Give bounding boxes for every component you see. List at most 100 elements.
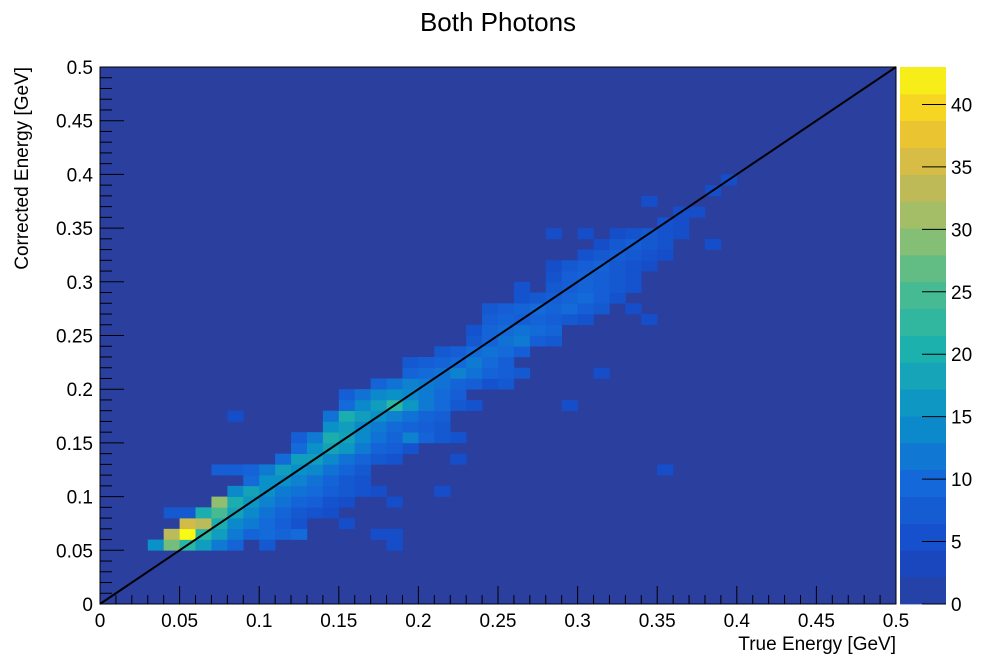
heatmap-cell <box>577 303 594 315</box>
colorbar-band <box>900 416 946 444</box>
heatmap-cell <box>354 442 371 454</box>
heatmap-cell <box>577 292 594 304</box>
y-axis-label: Corrected Energy [GeV] <box>12 67 33 270</box>
x-tick-label: 0.5 <box>883 611 909 632</box>
heatmap-cell <box>561 260 578 272</box>
heatmap-cell <box>561 399 578 411</box>
x-tick-label: 0.25 <box>480 611 517 632</box>
colorbar-band <box>900 228 946 256</box>
colorbar-band <box>900 281 946 310</box>
heatmap-cell <box>450 432 467 444</box>
heatmap-cell <box>482 378 499 390</box>
heatmap-cell <box>227 410 244 422</box>
heatmap-cell <box>434 346 451 358</box>
heatmap-cell <box>386 496 403 508</box>
heatmap-cell <box>513 335 531 347</box>
y-tick-label: 0.15 <box>56 434 93 455</box>
heatmap-cell <box>322 410 340 422</box>
y-axis: 0 0.05 0.1 0.15 0.2 0.25 0.3 0.35 0.4 0.45 0.5 <box>56 58 124 616</box>
heatmap-cell <box>386 421 403 433</box>
heatmap-cell <box>354 399 371 411</box>
colorbar-band <box>900 442 946 471</box>
heatmap-cell <box>498 367 515 379</box>
heatmap-cell <box>450 399 467 411</box>
heatmap-cell <box>163 539 180 551</box>
heatmap-cell <box>163 507 180 519</box>
heatmap-cell <box>243 518 260 530</box>
heatmap-cell <box>179 528 196 540</box>
heatmap-cell <box>625 228 642 240</box>
heatmap-cell <box>625 303 642 315</box>
heatmap-cell <box>641 238 658 250</box>
plot-area <box>99 66 897 605</box>
colorbar-tick-label: 0 <box>951 595 962 616</box>
heatmap-cell <box>657 464 674 476</box>
heatmap-cell <box>609 271 626 283</box>
heatmap-cell <box>513 292 531 304</box>
heatmap-cell <box>498 303 515 315</box>
heatmap-cell <box>450 453 467 465</box>
y-tick-label: 0.4 <box>67 165 94 186</box>
heatmap-cell <box>402 367 419 379</box>
heatmap-cell <box>609 238 626 250</box>
heatmap-cell <box>370 399 387 411</box>
heatmap-cell <box>593 271 610 283</box>
heatmap-cell <box>434 410 451 422</box>
y-tick-label: 0.5 <box>67 58 93 79</box>
heatmap-cell <box>434 389 451 401</box>
heatmap-cell <box>466 367 483 379</box>
heatmap-cell <box>179 518 196 530</box>
heatmap-cell <box>434 356 451 369</box>
y-tick-label: 0.1 <box>67 488 93 509</box>
heatmap-cell <box>561 271 578 283</box>
heatmap-cell <box>577 314 594 326</box>
colorbar-band <box>900 362 946 390</box>
colorbar-band <box>900 335 946 363</box>
colorbar-band <box>900 254 946 283</box>
heatmap-cell <box>291 475 308 487</box>
heatmap-cell <box>306 475 324 487</box>
heatmap-cell <box>513 281 531 293</box>
heatmap-cell <box>689 206 706 218</box>
heatmap-cell <box>291 518 308 530</box>
heatmap-cell <box>498 356 515 369</box>
heatmap-cell <box>354 453 371 465</box>
heatmap-cell <box>227 528 244 540</box>
heatmap-cell <box>370 432 387 444</box>
heatmap-cell <box>482 303 499 315</box>
heatmap-cell <box>322 507 340 519</box>
heatmap-cell <box>291 453 308 465</box>
colorbar-band <box>900 469 946 497</box>
heatmap-cell <box>450 389 467 401</box>
heatmap-cell <box>593 238 610 250</box>
x-tick-label: 0.05 <box>161 611 198 632</box>
heatmap-cell <box>545 281 562 293</box>
heatmap-cell <box>529 314 547 326</box>
heatmap-cell <box>179 507 196 519</box>
heatmap-cell <box>641 249 658 261</box>
heatmap-cell <box>434 485 451 497</box>
heatmap-cell <box>306 432 324 444</box>
heatmap-cell <box>418 356 435 369</box>
heatmap-cell <box>322 485 340 497</box>
heatmap-cell <box>354 464 371 476</box>
diagonal-line <box>99 66 897 605</box>
heatmap-cell <box>545 228 562 240</box>
heatmap-cell <box>259 528 276 540</box>
heatmap-cell <box>609 260 626 272</box>
heatmap-cell <box>577 281 594 293</box>
heatmap-cell <box>498 314 515 326</box>
heatmap-cell <box>482 324 499 336</box>
heatmap-cell <box>243 507 260 519</box>
y-tick-label: 0.35 <box>56 219 93 240</box>
heatmap-cell <box>163 528 180 540</box>
heatmap-cell <box>306 507 324 519</box>
heatmap-cell <box>291 528 308 540</box>
heatmap-cell <box>386 378 403 390</box>
x-tick-label: 0.3 <box>564 611 590 632</box>
heatmap-cell <box>338 410 356 422</box>
heatmap-cell <box>545 271 562 283</box>
heatmap-cell <box>338 421 356 433</box>
x-tick-label: 0 <box>95 611 106 632</box>
heatmap-cell <box>498 335 515 347</box>
